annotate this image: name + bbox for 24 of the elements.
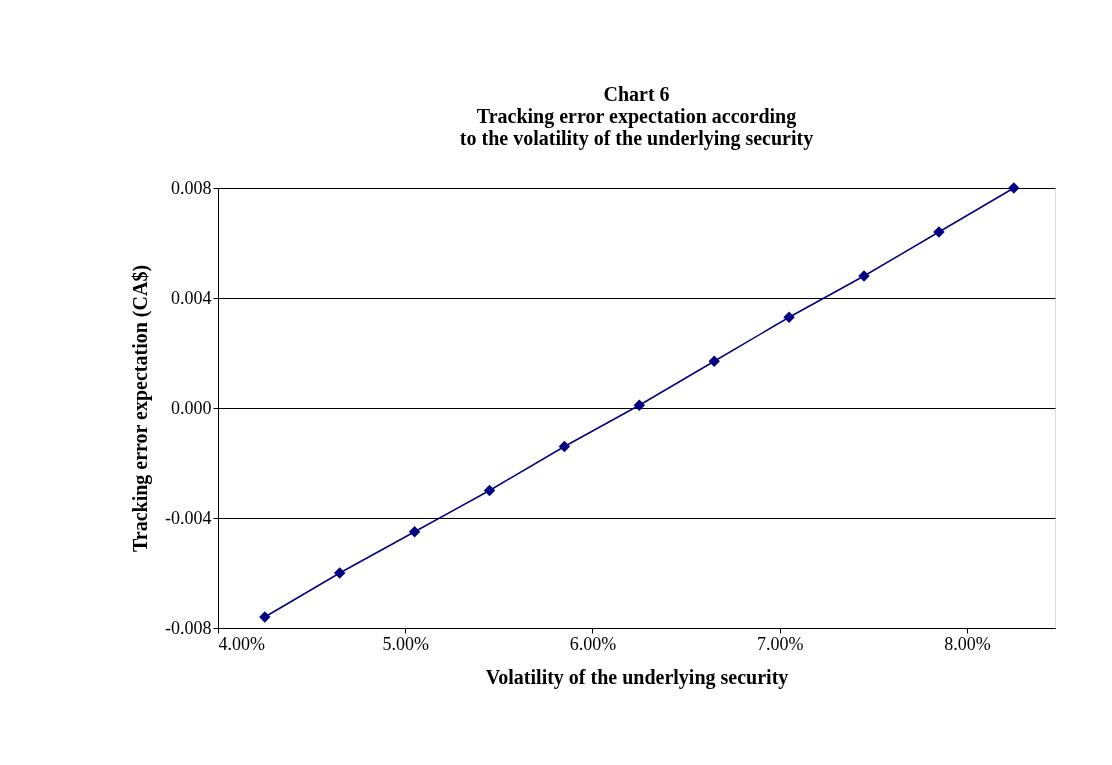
x-tick-label: 6.00%	[569, 633, 617, 654]
point	[408, 526, 421, 538]
x-tick-label: 5.00%	[382, 633, 429, 654]
point	[259, 611, 271, 623]
chart-title: Chart 6 Tracking error expectation according to the volatility of the underlying security	[459, 83, 814, 150]
y-tick-label: 0.008	[171, 177, 212, 198]
point	[933, 226, 945, 238]
point	[633, 399, 646, 411]
point	[783, 311, 795, 323]
y-axis-title: Tracking error expectation (CA$)	[129, 264, 153, 553]
x-axis-title: Volatility of the underlying security	[485, 665, 789, 689]
y-tick-label: 0.000	[171, 397, 212, 418]
point	[334, 567, 346, 579]
point	[1008, 182, 1020, 194]
point	[708, 355, 720, 367]
x-tick-label: 8.00%	[944, 633, 991, 654]
x-tick-label: 4.00%	[218, 633, 265, 654]
point	[858, 270, 870, 282]
point	[483, 484, 496, 497]
x-tick-label: 7.00%	[756, 633, 804, 654]
y-tick-label: 0.004	[171, 287, 212, 308]
point	[558, 440, 571, 453]
y-tick-label: -0.004	[165, 507, 212, 528]
y-tick-label: -0.008	[165, 617, 212, 638]
